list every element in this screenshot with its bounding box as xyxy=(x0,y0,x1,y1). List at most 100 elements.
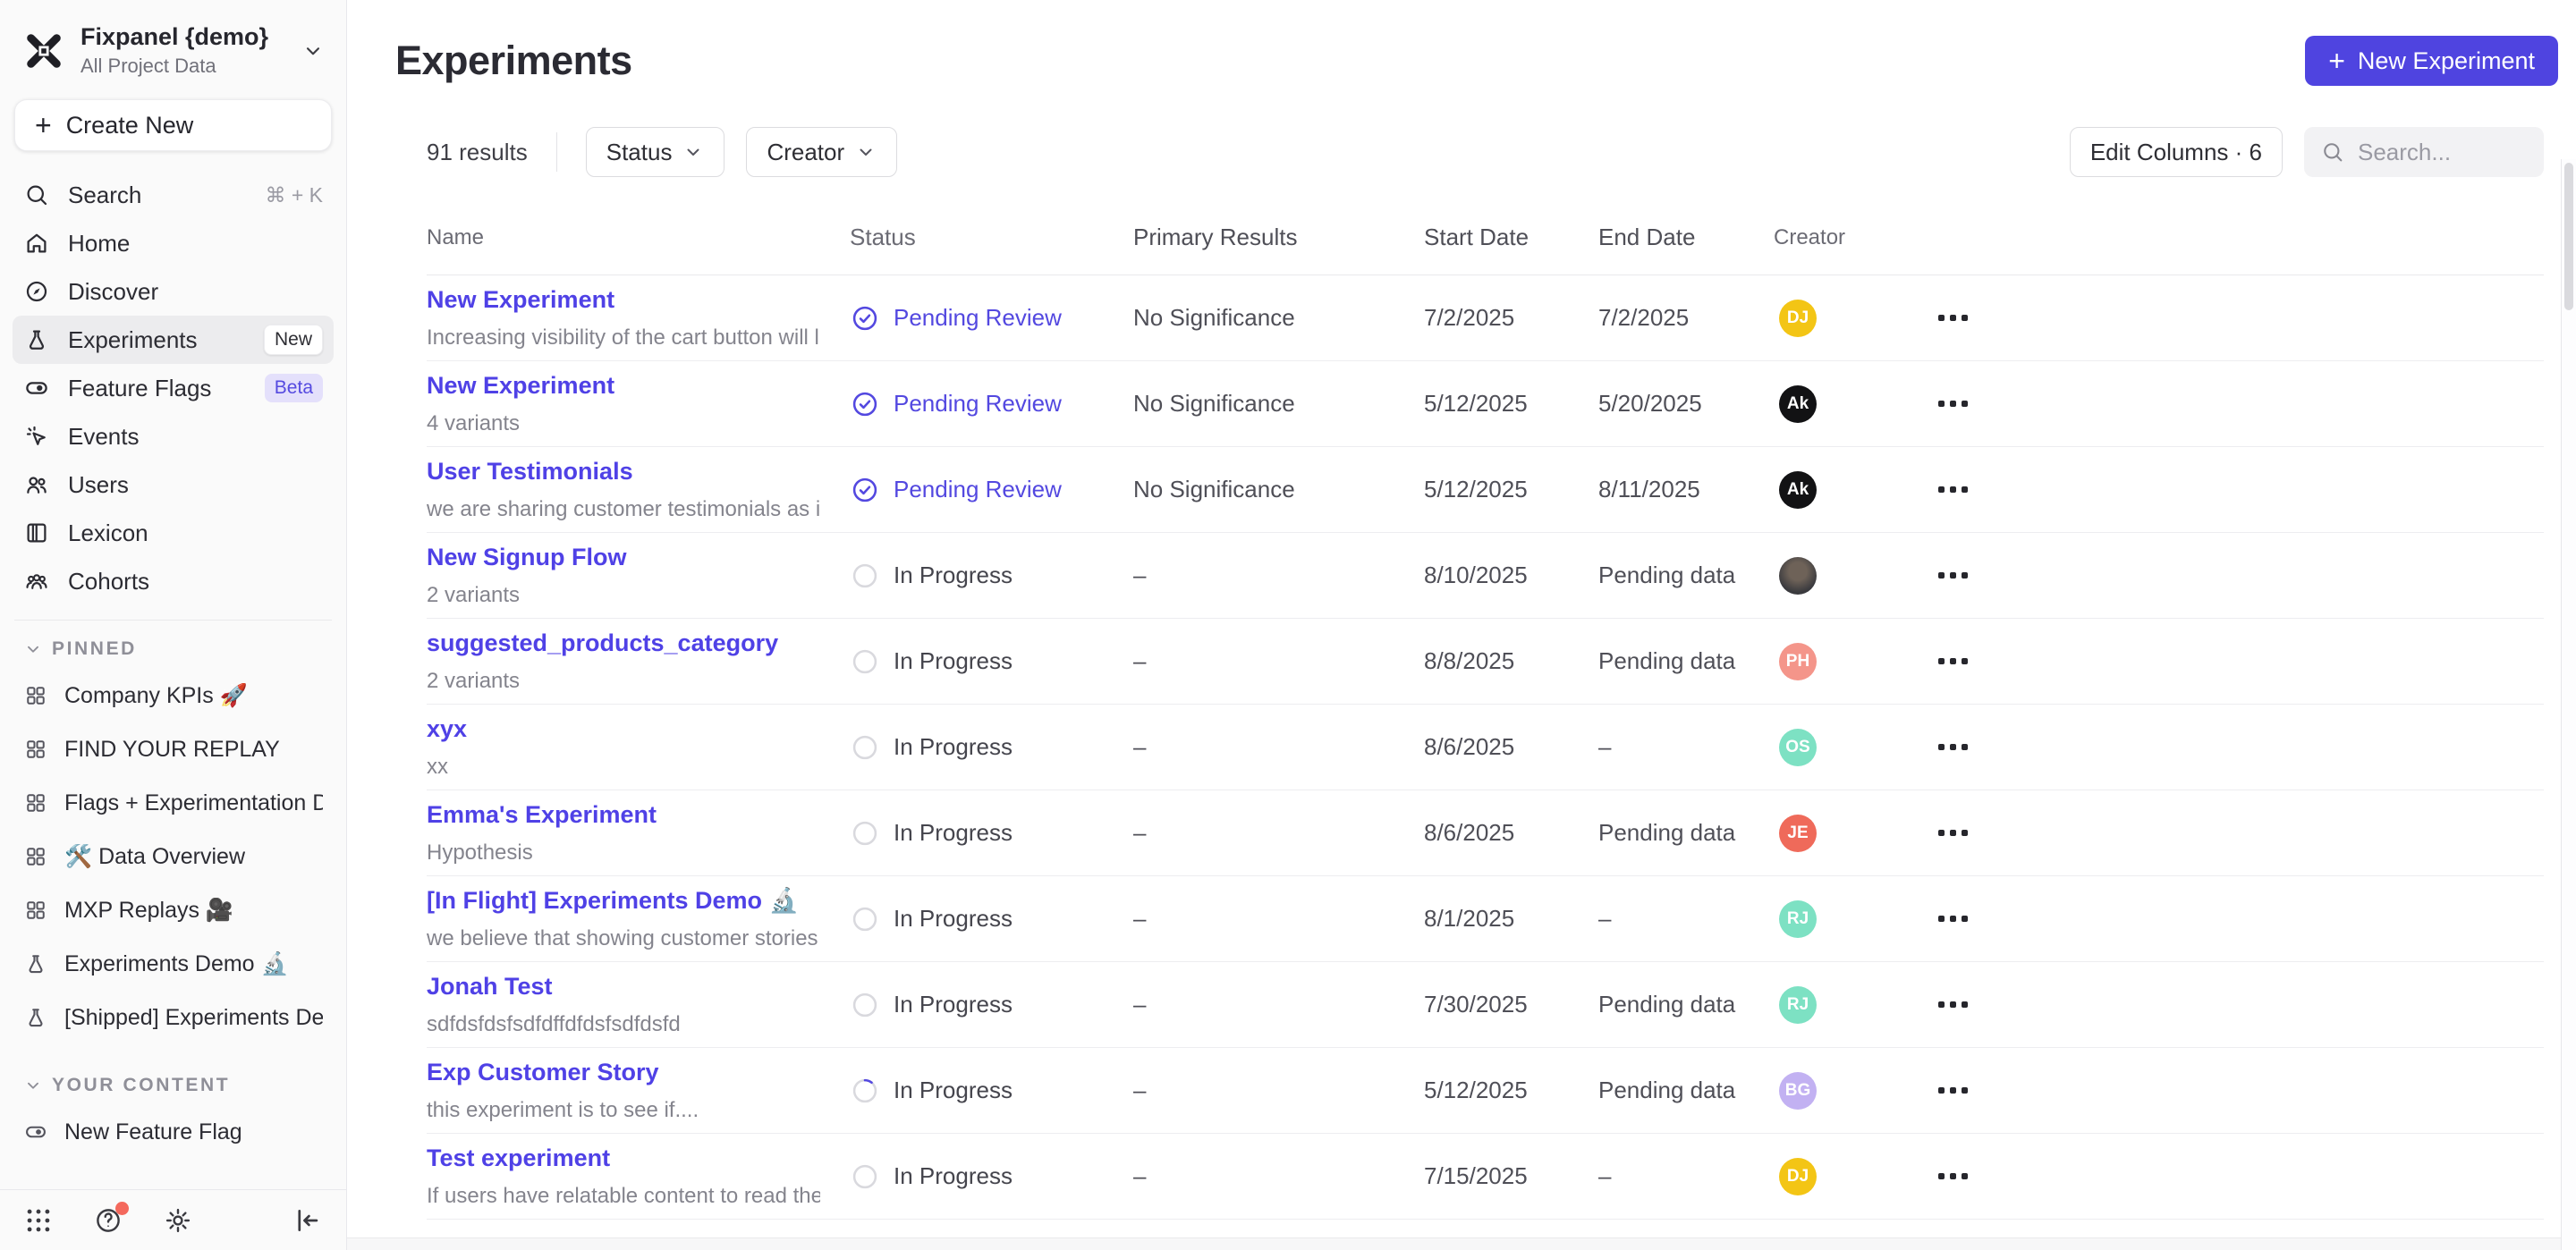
scrollbar-track[interactable] xyxy=(2561,159,2576,1250)
pinned-item[interactable]: MXP Replays 🎥 xyxy=(13,883,334,937)
table-row[interactable]: New Experiment 4 variants Pending Review… xyxy=(427,361,2544,447)
primary-results-cell: No Significance xyxy=(1133,304,1295,331)
table-row[interactable]: User Testimonials we are sharing custome… xyxy=(427,447,2544,533)
experiment-subtitle: 4 variants xyxy=(427,410,521,435)
collapse-sidebar-icon[interactable] xyxy=(292,1205,323,1236)
pinned-item[interactable]: Flags + Experimentation Demo 🧪 xyxy=(13,776,334,830)
status-cell: In Progress xyxy=(850,818,1133,849)
scrollbar-thumb[interactable] xyxy=(2564,163,2573,310)
column-header-status[interactable]: Status xyxy=(850,224,916,250)
row-menu-button[interactable] xyxy=(1935,1087,2042,1094)
status-filter-dropdown[interactable]: Status xyxy=(585,127,725,177)
table-row[interactable]: Test experiment If users have relatable … xyxy=(427,1134,2544,1220)
search-icon xyxy=(2320,139,2345,165)
end-date-cell: 8/11/2025 xyxy=(1598,476,1700,503)
row-menu-button[interactable] xyxy=(1935,658,2042,664)
experiment-name-link[interactable]: New Signup Flow xyxy=(427,543,627,570)
experiment-name-link[interactable]: xyx xyxy=(427,714,468,742)
table-row[interactable]: xyx xx In Progress – 8/6/2025 – OS xyxy=(427,705,2544,790)
sidebar-item-home[interactable]: Home xyxy=(13,219,334,267)
column-header-start-date[interactable]: Start Date xyxy=(1424,224,1530,250)
row-menu-button[interactable] xyxy=(1935,830,2042,836)
start-date-cell: 8/1/2025 xyxy=(1424,905,1515,932)
apps-grid-icon[interactable] xyxy=(23,1205,54,1236)
pinned-item-label: Company KPIs 🚀 xyxy=(64,682,248,708)
experiment-subtitle: this experiment is to see if.... xyxy=(427,1097,699,1122)
column-header-creator[interactable]: Creator xyxy=(1774,224,1846,249)
edit-columns-button[interactable]: Edit Columns · 6 xyxy=(2069,127,2283,177)
creator-cell: RJ xyxy=(1774,985,1935,1024)
row-menu-button[interactable] xyxy=(1935,744,2042,750)
row-menu-button[interactable] xyxy=(1935,486,2042,493)
end-date-cell: Pending data xyxy=(1598,991,1736,1018)
status-icon xyxy=(850,818,880,849)
start-date-cell: 7/2/2025 xyxy=(1424,304,1515,331)
fixpanel-logo-icon xyxy=(27,33,61,68)
sidebar-item-lexicon[interactable]: Lexicon xyxy=(13,509,334,557)
experiment-name-link[interactable]: Exp Customer Story xyxy=(427,1058,659,1085)
table-row[interactable]: Emma's Experiment Hypothesis In Progress… xyxy=(427,790,2544,876)
primary-results-cell: – xyxy=(1133,647,1147,674)
column-header-name[interactable]: Name xyxy=(427,224,485,249)
sidebar-item-search[interactable]: Search ⌘ + K xyxy=(13,171,334,219)
row-menu-button[interactable] xyxy=(1935,916,2042,922)
creator-cell: Ak xyxy=(1774,470,1935,509)
status-icon xyxy=(850,1076,880,1106)
table-row[interactable]: New Signup Flow 2 variants In Progress –… xyxy=(427,533,2544,619)
experiment-name-link[interactable]: Jonah Test xyxy=(427,972,553,1000)
gear-icon[interactable] xyxy=(163,1205,193,1236)
experiment-name-link[interactable]: User Testimonials xyxy=(427,457,633,485)
sidebar-item-discover[interactable]: Discover xyxy=(13,267,334,316)
creator-filter-dropdown[interactable]: Creator xyxy=(746,127,898,177)
sidebar-item-experiments[interactable]: Experiments New xyxy=(13,316,334,364)
experiment-name-link[interactable]: New Experiment xyxy=(427,285,615,313)
pinned-item[interactable]: FIND YOUR REPLAY xyxy=(13,722,334,776)
table-header-row: Name Status Primary Results Start Date End D… xyxy=(427,224,2544,275)
row-menu-button[interactable] xyxy=(1935,315,2042,321)
experiment-name-link[interactable]: suggested_products_category xyxy=(427,629,779,656)
sidebar-item-cohorts[interactable]: Cohorts xyxy=(13,557,334,605)
pinned-item-label: New Feature Flag xyxy=(64,1119,242,1144)
table-row[interactable]: Jonah Test sdfdsfdsfsdfdffdfdsfsdfdsfd I… xyxy=(427,962,2544,1048)
search-input[interactable] xyxy=(2358,138,2528,166)
status-icon xyxy=(850,646,880,677)
primary-results-cell: – xyxy=(1133,1077,1147,1103)
table-row[interactable]: suggested_products_category 2 variants I… xyxy=(427,619,2544,705)
pinned-item[interactable]: [Shipped] Experiments Demo ✏️ xyxy=(13,991,334,1044)
create-new-button[interactable]: + Create New xyxy=(14,99,332,151)
edit-columns-label: Edit Columns · 6 xyxy=(2089,138,2262,165)
experiment-name-link[interactable]: New Experiment xyxy=(427,371,615,399)
sidebar-item-feature-flags[interactable]: Feature Flags Beta xyxy=(13,364,334,412)
table-row[interactable]: New Experiment Increasing visibility of … xyxy=(427,275,2544,361)
table-row[interactable]: [In Flight] Experiments Demo 🔬 we believ… xyxy=(427,876,2544,962)
new-experiment-button[interactable]: + New Experiment xyxy=(2305,36,2558,86)
row-menu-button[interactable] xyxy=(1935,1173,2042,1179)
workspace-switcher[interactable]: Fixpanel {demo} All Project Data xyxy=(0,18,346,94)
your-content-section-header[interactable]: YOUR CONTENT xyxy=(0,1062,346,1102)
experiment-name-link[interactable]: Emma's Experiment xyxy=(427,800,657,828)
chevron-down-icon xyxy=(682,141,704,163)
pinned-item[interactable]: Experiments Demo 🔬 xyxy=(13,937,334,991)
avatar: RJ xyxy=(1779,899,1817,938)
pinned-item[interactable]: New Feature Flag xyxy=(13,1105,334,1159)
experiment-name-link[interactable]: Test experiment xyxy=(427,1144,611,1171)
sidebar-nav: Search ⌘ + K Home Discover Experiments N… xyxy=(0,164,346,605)
sidebar-item-events[interactable]: Events xyxy=(13,412,334,460)
column-header-primary-results[interactable]: Primary Results xyxy=(1133,224,1298,250)
experiment-name-link[interactable]: [In Flight] Experiments Demo 🔬 xyxy=(427,887,800,914)
experiment-subtitle: 2 variants xyxy=(427,582,521,607)
lexicon-icon xyxy=(23,519,50,546)
pinned-item[interactable]: 🛠️ Data Overview xyxy=(13,830,334,883)
row-menu-button[interactable] xyxy=(1935,401,2042,407)
table-row[interactable]: Exp Customer Story this experiment is to… xyxy=(427,1048,2544,1134)
row-menu-button[interactable] xyxy=(1935,572,2042,579)
column-header-end-date[interactable]: End Date xyxy=(1598,224,1696,250)
avatar: PH xyxy=(1779,642,1817,680)
pinned-item[interactable]: Company KPIs 🚀 xyxy=(13,669,334,722)
toggle-icon xyxy=(23,375,50,401)
sidebar-item-users[interactable]: Users xyxy=(13,460,334,509)
pinned-section-header[interactable]: PINNED xyxy=(0,626,346,665)
pinned-item-label: Flags + Experimentation Demo 🧪 xyxy=(64,790,323,815)
primary-results-cell: No Significance xyxy=(1133,476,1295,503)
row-menu-button[interactable] xyxy=(1935,1001,2042,1008)
